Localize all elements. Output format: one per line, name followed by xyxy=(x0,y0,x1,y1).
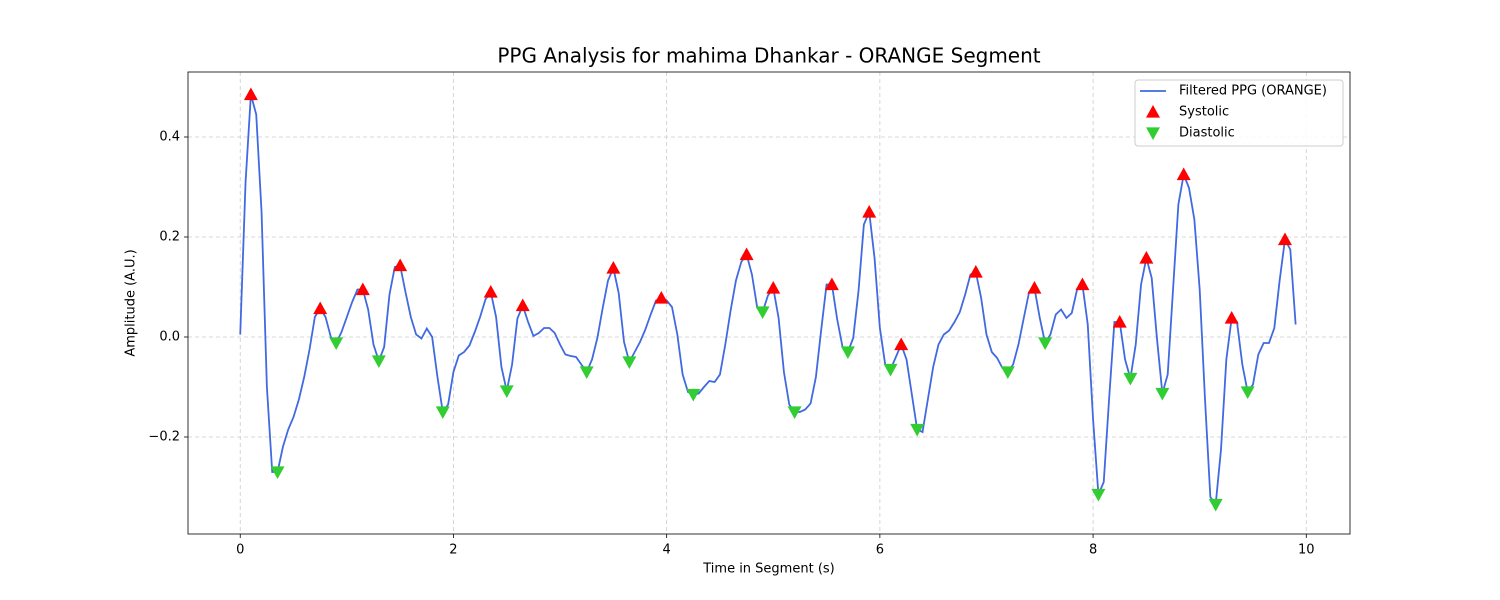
systolic-marker xyxy=(1027,281,1042,294)
diastolic-marker xyxy=(499,385,514,398)
x-tick-label: 2 xyxy=(449,543,457,558)
legend-label: Filtered PPG (ORANGE) xyxy=(1179,84,1327,99)
diastolic-marker xyxy=(579,366,594,379)
legend-label: Systolic xyxy=(1179,105,1229,120)
systolic-marker xyxy=(355,282,370,296)
diastolic-marker xyxy=(1038,337,1053,350)
diastolic-marker xyxy=(840,346,855,359)
x-tick-label: 0 xyxy=(236,543,244,558)
diastolic-marker xyxy=(270,466,285,479)
systolic-marker xyxy=(894,337,909,351)
systolic-marker xyxy=(968,265,983,278)
legend: Filtered PPG (ORANGE) Systolic Diastolic xyxy=(1134,79,1344,147)
diastolic-marker xyxy=(1240,386,1255,399)
diastolic-marker xyxy=(622,356,637,369)
systolic-marker xyxy=(824,277,839,291)
diastolic-marker xyxy=(883,363,898,377)
systolic-marker xyxy=(1112,315,1127,328)
diastolic-marker xyxy=(1123,372,1138,386)
systolic-marker xyxy=(313,301,328,315)
plot-frame xyxy=(187,71,1351,535)
legend-swatch xyxy=(1146,127,1160,140)
x-tick-label: 6 xyxy=(876,543,884,558)
systolic-marker xyxy=(654,291,669,304)
plot-area xyxy=(239,87,1297,512)
systolic-marker xyxy=(739,247,754,261)
legend-label: Diastolic xyxy=(1179,126,1235,141)
x-tick-label: 4 xyxy=(663,543,671,558)
diastolic-marker xyxy=(787,406,802,419)
diastolic-marker xyxy=(329,337,344,350)
diastolic-marker xyxy=(686,388,701,402)
diastolic-marker xyxy=(1000,366,1015,379)
y-tick-label: 0.2 xyxy=(159,230,180,245)
diastolic-marker xyxy=(1155,387,1170,401)
x-axis-label: Time in Segment (s) xyxy=(702,562,834,577)
diastolic-marker xyxy=(371,355,386,368)
systolic-marker xyxy=(862,205,877,218)
systolic-marker xyxy=(393,258,408,272)
systolic-marker xyxy=(243,87,258,101)
y-tick-label: 0.4 xyxy=(159,130,180,145)
systolic-marker xyxy=(1277,232,1292,246)
diastolic-marker xyxy=(1208,498,1223,512)
y-axis-label: Amplitude (A.U.) xyxy=(124,249,139,356)
systolic-marker xyxy=(483,285,498,298)
diastolic-marker xyxy=(755,306,770,319)
diastolic-marker xyxy=(435,406,450,419)
x-tick-label: 10 xyxy=(1298,543,1315,558)
diastolic-marker xyxy=(910,423,925,437)
systolic-marker xyxy=(1139,251,1154,264)
legend-box xyxy=(1134,79,1344,147)
systolic-marker xyxy=(1176,167,1191,181)
y-tick-label: −0.2 xyxy=(148,430,180,445)
legend-swatch xyxy=(1146,105,1160,118)
diastolic-marker xyxy=(1091,488,1106,502)
systolic-marker xyxy=(606,261,621,274)
systolic-marker xyxy=(1224,311,1239,324)
y-tick-label: 0.0 xyxy=(159,330,180,345)
chart-title: PPG Analysis for mahima Dhankar - ORANGE… xyxy=(497,44,1040,68)
systolic-marker xyxy=(1075,277,1090,291)
systolic-marker xyxy=(766,281,781,294)
systolic-marker xyxy=(515,298,530,312)
x-tick-label: 8 xyxy=(1089,543,1097,558)
